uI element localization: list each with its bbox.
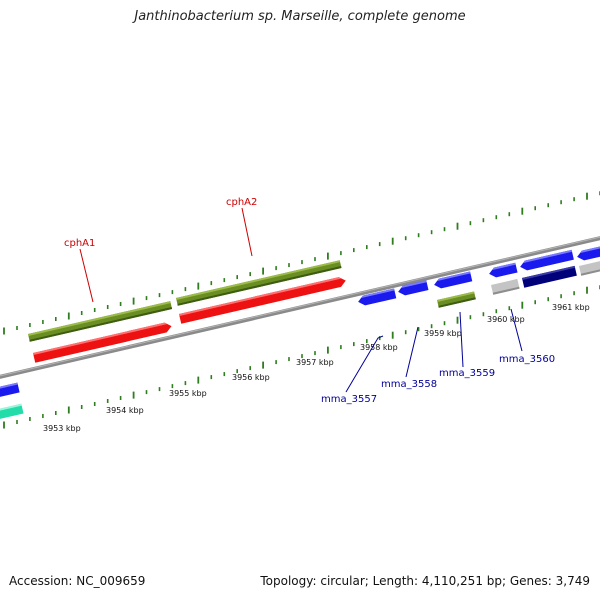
top-tick-track [3, 191, 600, 335]
kbp-label-3961: 3961 kbp [552, 303, 590, 312]
gene-blue-edge[interactable] [576, 244, 600, 261]
gene-cphA2-olive[interactable] [176, 260, 342, 306]
kbp-label-3959: 3959 kbp [424, 329, 462, 338]
mma-3560-leader [510, 308, 523, 352]
gene-label-mma-3558[interactable]: mma_3558 [381, 379, 437, 390]
genome-backbone-highlight [0, 236, 600, 377]
kbp-label-3960: 3960 kbp [487, 315, 525, 324]
gene-left-teal[interactable] [0, 403, 24, 420]
gene-label-mma-3560[interactable]: mma_3560 [499, 354, 555, 365]
genome-backbone [0, 236, 600, 379]
cphA1-leader [79, 248, 94, 303]
kbp-label-3956: 3956 kbp [232, 373, 270, 382]
accession-text: Accession: NC_009659 [9, 574, 146, 588]
gene-gray-1[interactable] [491, 278, 520, 295]
gene-blue-long[interactable] [519, 249, 574, 272]
gene-cphA1-red[interactable] [33, 321, 173, 363]
bottom-tick-track [3, 285, 600, 429]
gene-cphA1-olive[interactable] [28, 301, 173, 342]
mma-3557-leader [345, 335, 384, 393]
gene-gray-2[interactable] [579, 259, 600, 276]
gene-label-cphA1[interactable]: cphA1 [64, 238, 95, 249]
gene-mma-3560-blue[interactable] [488, 262, 518, 279]
map-title: Janthinobacterium sp. Marseille, complet… [134, 9, 466, 24]
kbp-label-3953: 3953 kbp [43, 424, 81, 433]
mma-3559-leader [459, 311, 464, 368]
kbp-label-3957: 3957 kbp [296, 358, 334, 367]
gene-mma-3557[interactable] [357, 288, 397, 306]
gene-mma-3559-blue[interactable] [433, 271, 473, 289]
gene-mma-3559-olive[interactable] [437, 291, 476, 308]
mma-3558-leader [405, 326, 419, 378]
topology-summary: Topology: circular; Length: 4,110,251 bp… [260, 574, 590, 588]
gene-mma-3558[interactable] [397, 280, 429, 296]
kbp-label-3955: 3955 kbp [169, 389, 207, 398]
gene-label-cphA2[interactable]: cphA2 [226, 197, 257, 208]
kbp-label-3954: 3954 kbp [106, 406, 144, 415]
gene-cphA2-red[interactable] [179, 276, 347, 324]
cphA2-leader [241, 207, 253, 257]
kbp-label-3958: 3958 kbp [360, 343, 398, 352]
gene-left-blue[interactable] [0, 382, 20, 398]
gene-label-mma-3557[interactable]: mma_3557 [321, 394, 377, 405]
gene-label-mma-3559[interactable]: mma_3559 [439, 368, 495, 379]
gene-navy[interactable] [522, 265, 577, 288]
